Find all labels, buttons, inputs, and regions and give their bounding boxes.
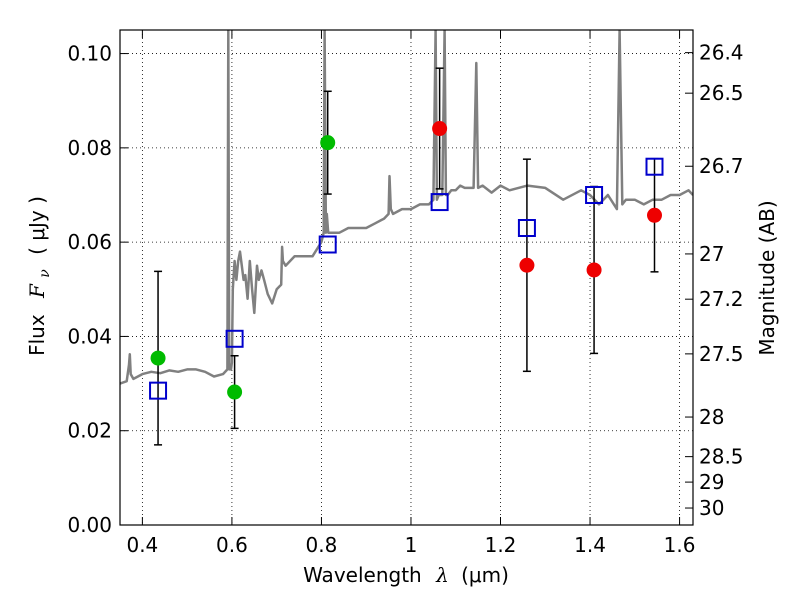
y-tick-label: 0.02: [67, 419, 112, 443]
data-point: [586, 262, 602, 278]
data-point: [432, 121, 448, 137]
data-point: [150, 350, 166, 366]
y-axis-title-subscript: ν: [37, 269, 53, 278]
data-point: [519, 257, 535, 273]
markers-layer: [149, 67, 664, 446]
y2-tick-label: 28: [699, 405, 724, 429]
ticks: 0.4 0.6 0.8 1 1.2 1.4 1.6 0.00 0.02 0.04 0.06 0.08 0…: [67, 30, 744, 557]
x-tick-label: 0.8: [306, 533, 338, 557]
y-tick-label: 0.08: [67, 136, 112, 160]
x-axis-title-unit: (μm): [461, 563, 509, 587]
x-tick-label: 0.4: [126, 533, 158, 557]
data-point: [227, 384, 243, 400]
y-tick-label: 0.06: [67, 230, 112, 254]
y2-tick-label: 26.7: [699, 154, 744, 178]
x-tick-label: 1.6: [664, 533, 696, 557]
y-axis-title-symbol: F: [25, 283, 49, 299]
y2-tick-label: 26.5: [699, 81, 744, 105]
y-axis-title-unit: ( μJy ): [25, 196, 49, 255]
y2-tick-label: 27: [699, 242, 724, 266]
x-tick-label: 1.2: [485, 533, 517, 557]
y2-tick-label: 29: [699, 470, 724, 494]
model-point: [318, 235, 337, 254]
model-point: [149, 381, 168, 400]
x-tick-label: 1: [405, 533, 418, 557]
data-point: [647, 207, 663, 223]
spectrum-line: [120, 30, 693, 385]
spectrum-layer: [120, 30, 693, 385]
y-tick-label: 0.00: [67, 513, 112, 537]
y-tick-label: 0.10: [67, 42, 112, 66]
y2-tick-label: 27.2: [699, 287, 744, 311]
grid: [120, 30, 693, 526]
y2-tick-label: 30: [699, 496, 724, 520]
model-point: [225, 329, 244, 348]
y2-tick-label: 28.5: [699, 445, 744, 469]
plot-frame: [119, 29, 694, 526]
y-tick-label: 0.04: [67, 324, 112, 348]
model-point: [517, 219, 536, 237]
y-axis-title: Flux F ν ( μJy ): [25, 196, 54, 356]
data-point: [320, 135, 336, 151]
x-tick-label: 1.4: [574, 533, 606, 557]
y2-tick-label: 26.4: [699, 41, 744, 65]
x-axis-title-text: Wavelength: [303, 563, 422, 587]
y2-tick-label: 27.5: [699, 342, 744, 366]
model-point: [430, 193, 449, 212]
x-tick-label: 0.6: [216, 533, 248, 557]
y2-axis-title: Magnitude (AB): [755, 200, 779, 355]
x-axis-title: Wavelength λ (μm): [303, 563, 509, 587]
model-point: [645, 157, 664, 176]
x-axis-title-symbol: λ: [435, 563, 449, 587]
model-point: [585, 186, 604, 204]
y-axis-title-text: Flux: [25, 314, 49, 356]
